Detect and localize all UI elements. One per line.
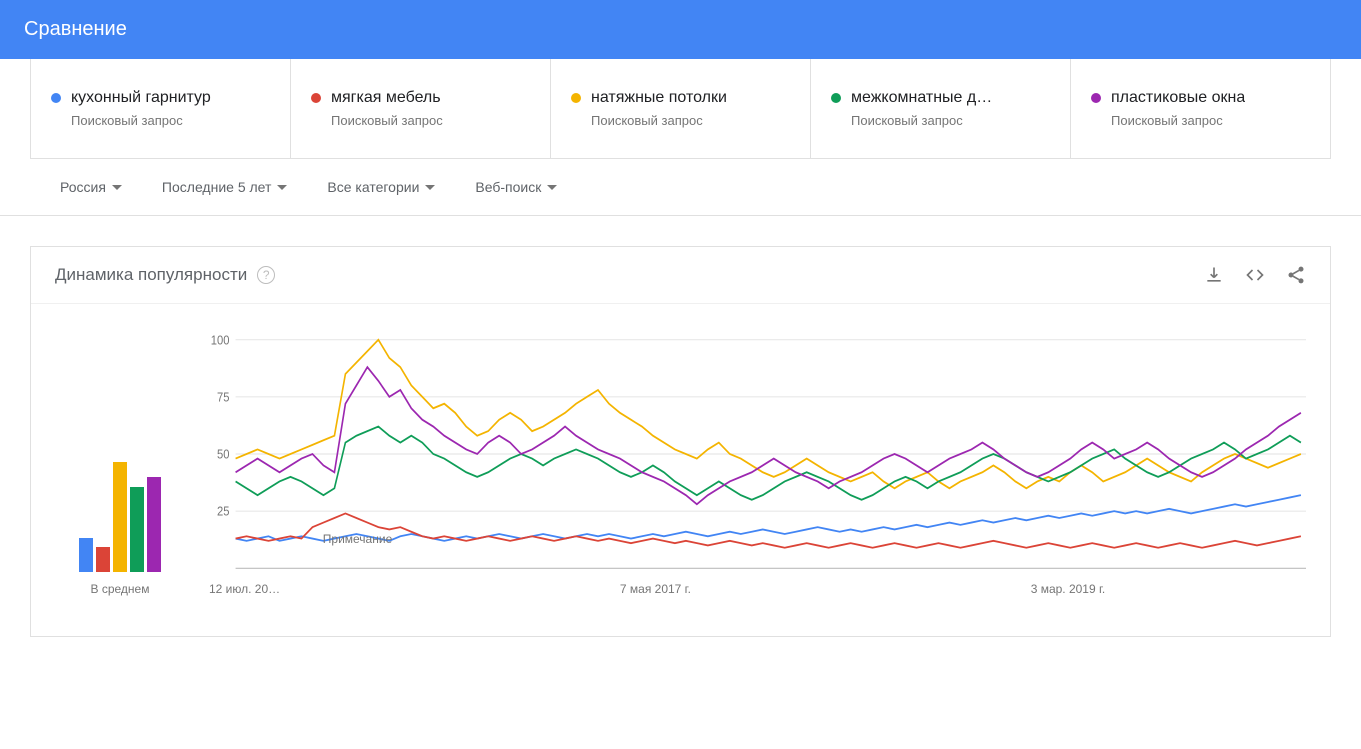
term-sublabel: Поисковый запрос xyxy=(71,113,270,128)
region-filter-label: Россия xyxy=(60,179,106,195)
term-card[interactable]: межкомнатные д… Поисковый запрос xyxy=(810,59,1070,158)
filters-bar: Россия Последние 5 лет Все категории Веб… xyxy=(0,159,1361,216)
term-color-dot xyxy=(51,93,61,103)
comparison-terms-row: кухонный гарнитур Поисковый запрос мягка… xyxy=(30,59,1331,159)
x-label: 12 июл. 20… xyxy=(209,582,280,596)
category-filter[interactable]: Все категории xyxy=(327,179,435,195)
term-sublabel: Поисковый запрос xyxy=(331,113,530,128)
share-icon[interactable] xyxy=(1286,265,1306,285)
chevron-down-icon xyxy=(425,185,435,190)
term-label: пластиковые окна xyxy=(1111,89,1245,107)
time-filter-label: Последние 5 лет xyxy=(162,179,271,195)
download-icon[interactable] xyxy=(1204,265,1224,285)
term-label: кухонный гарнитур xyxy=(71,89,211,107)
interest-over-time-card: Динамика популярности ? В среднем 25 50 75… xyxy=(30,246,1331,637)
term-color-dot xyxy=(311,93,321,103)
avg-bar xyxy=(147,477,161,572)
avg-bar xyxy=(113,462,127,572)
averages-label: В среднем xyxy=(91,582,150,596)
averages-bar-chart xyxy=(79,462,161,572)
term-color-dot xyxy=(1091,93,1101,103)
main-line-chart[interactable]: 25 50 75 100 Примечание 12 июл. 20… 7 мая 2… xyxy=(205,334,1306,596)
chevron-down-icon xyxy=(277,185,287,190)
chevron-down-icon xyxy=(547,185,557,190)
page-header: Сравнение xyxy=(0,0,1361,59)
term-sublabel: Поисковый запрос xyxy=(591,113,790,128)
card-title: Динамика популярности xyxy=(55,265,247,285)
term-label: мягкая мебель xyxy=(331,89,441,107)
svg-text:25: 25 xyxy=(217,504,230,519)
search-type-filter[interactable]: Веб-поиск xyxy=(475,179,557,195)
search-type-filter-label: Веб-поиск xyxy=(475,179,541,195)
term-card[interactable]: кухонный гарнитур Поисковый запрос xyxy=(30,59,290,158)
x-axis-labels: 12 июл. 20… 7 мая 2017 г. 3 мар. 2019 г. xyxy=(205,582,1306,596)
chart-body: В среднем 25 50 75 100 Примечание 12 июл. 2… xyxy=(31,304,1330,636)
category-filter-label: Все категории xyxy=(327,179,419,195)
term-sublabel: Поисковый запрос xyxy=(1111,113,1310,128)
svg-text:75: 75 xyxy=(217,390,230,405)
averages-panel: В среднем xyxy=(55,334,185,596)
time-filter[interactable]: Последние 5 лет xyxy=(162,179,287,195)
term-color-dot xyxy=(831,93,841,103)
term-label: натяжные потолки xyxy=(591,89,727,107)
x-label: 3 мар. 2019 г. xyxy=(1031,582,1106,596)
term-sublabel: Поисковый запрос xyxy=(851,113,1050,128)
region-filter[interactable]: Россия xyxy=(60,179,122,195)
x-label: 7 мая 2017 г. xyxy=(620,582,691,596)
avg-bar xyxy=(130,487,144,572)
term-card[interactable]: мягкая мебель Поисковый запрос xyxy=(290,59,550,158)
card-actions xyxy=(1204,265,1306,285)
avg-bar xyxy=(96,547,110,572)
svg-text:100: 100 xyxy=(211,334,230,347)
avg-bar xyxy=(79,538,93,572)
page-title: Сравнение xyxy=(24,18,127,40)
term-card[interactable]: пластиковые окна Поисковый запрос xyxy=(1070,59,1331,158)
term-label: межкомнатные д… xyxy=(851,89,992,107)
card-header: Динамика популярности ? xyxy=(31,247,1330,304)
chart-note-label: Примечание xyxy=(323,532,392,546)
help-icon[interactable]: ? xyxy=(257,266,275,284)
term-card[interactable]: натяжные потолки Поисковый запрос xyxy=(550,59,810,158)
svg-text:50: 50 xyxy=(217,447,230,462)
chevron-down-icon xyxy=(112,185,122,190)
term-color-dot xyxy=(571,93,581,103)
embed-icon[interactable] xyxy=(1244,265,1266,285)
